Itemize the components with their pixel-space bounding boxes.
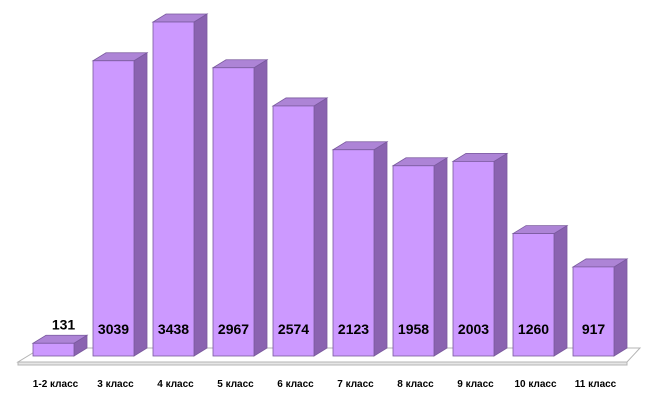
bar <box>331 141 389 357</box>
data-label: 1958 <box>398 321 429 337</box>
floor-front <box>17 361 628 366</box>
bar-front <box>332 149 375 357</box>
bar <box>511 224 569 357</box>
tick-label: 5 класс <box>217 379 254 390</box>
bar-front <box>92 60 135 357</box>
data-label: 2003 <box>458 321 489 337</box>
bar-front <box>572 266 615 357</box>
data-label: 2967 <box>218 321 249 337</box>
bar <box>151 13 209 357</box>
bar-side <box>553 224 568 357</box>
tick-label: 9 класс <box>457 379 494 390</box>
bar <box>271 97 329 357</box>
bar-side <box>253 59 268 357</box>
bar-side <box>493 152 508 357</box>
bar-front <box>392 165 435 357</box>
bar <box>571 258 629 357</box>
tick-label: 10 класс <box>514 379 557 390</box>
bar <box>451 152 509 357</box>
data-label: 917 <box>582 321 606 337</box>
bar <box>391 157 449 357</box>
bar-front <box>272 105 315 357</box>
data-label: 3438 <box>158 321 189 337</box>
bar-front <box>212 67 255 357</box>
tick-label: 6 класс <box>277 379 314 390</box>
bars-group <box>31 13 629 357</box>
bar-front <box>152 21 195 357</box>
data-label: 3039 <box>98 321 129 337</box>
bar-side <box>433 157 448 357</box>
data-label: 131 <box>52 316 76 332</box>
category-labels: 1-2 класс 3 класс 4 класс 5 класс 6 класс 7 к… <box>33 379 617 390</box>
bar <box>211 59 269 357</box>
bar-front <box>512 233 555 357</box>
bar-side <box>313 97 328 357</box>
bar <box>91 52 149 357</box>
bar-side <box>373 141 388 357</box>
bar-side <box>133 52 148 357</box>
bar-side <box>193 13 208 357</box>
tick-label: 4 класс <box>157 379 194 390</box>
bar-front <box>32 342 75 357</box>
bar-side <box>613 258 628 357</box>
value-labels: 131 3039 3438 2967 2574 2123 1958 2003 1260 917 <box>52 316 606 337</box>
tick-label: 1-2 класс <box>33 379 79 390</box>
bar <box>31 334 89 357</box>
data-label: 1260 <box>518 321 549 337</box>
data-label: 2123 <box>338 321 369 337</box>
tick-label: 3 класс <box>97 379 134 390</box>
data-label: 2574 <box>278 321 309 337</box>
tick-label: 8 класс <box>397 379 434 390</box>
bar-front <box>452 161 495 357</box>
tick-label: 7 класс <box>337 379 374 390</box>
tick-label: 11 класс <box>575 379 617 390</box>
